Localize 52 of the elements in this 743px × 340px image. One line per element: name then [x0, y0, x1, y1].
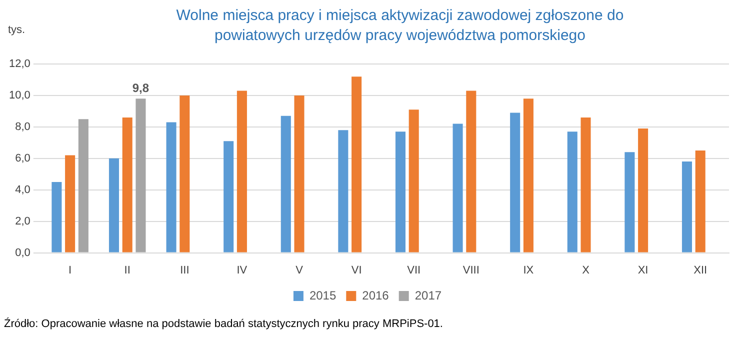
y-axis-title: tys.	[8, 24, 26, 36]
y-tick-label: 2,0	[15, 215, 30, 228]
bar	[224, 141, 234, 252]
bar	[352, 76, 362, 252]
y-tick-label: 12,0	[8, 58, 30, 70]
x-tick-label: II	[124, 264, 130, 276]
x-tick-label: III	[180, 264, 190, 276]
bar	[624, 152, 635, 252]
legend-label: 2017	[414, 288, 442, 302]
bar	[122, 117, 132, 252]
bar	[523, 98, 534, 252]
y-tick-label: 4,0	[15, 184, 30, 196]
bar	[452, 124, 463, 252]
bar	[695, 150, 706, 252]
x-tick-label: XII	[694, 264, 708, 276]
bar	[108, 158, 119, 252]
text: Źródło: Opracowanie własne na podstawie badań statystycznych rynku pracy MRPiPS-01.	[4, 318, 443, 330]
y-tick-label: 6,0	[15, 152, 30, 164]
x-tick-label: VII	[407, 264, 421, 276]
x-tick-label: VI	[351, 264, 362, 276]
bar	[638, 128, 648, 252]
x-tick-label: VIII	[462, 264, 480, 276]
legend-label: 2015	[309, 288, 336, 302]
y-tick-label: 0,0	[15, 246, 30, 259]
bar	[136, 98, 146, 252]
bar	[294, 95, 304, 252]
bar	[682, 162, 692, 252]
x-tick-label: I	[68, 264, 72, 276]
bar	[65, 155, 76, 252]
x-tick-label: X	[582, 264, 590, 276]
legend-label: 2016	[362, 288, 390, 302]
bar	[580, 117, 591, 252]
y-tick-label: 10,0	[8, 90, 30, 102]
x-tick-label: XI	[638, 264, 648, 276]
bar	[395, 132, 406, 252]
bar	[466, 90, 476, 252]
chart-title: Wolne miejsca pracy i miejsca aktywizacji zawodowej zgłoszone do powiatowych urzędów pracy województwa pomorskiego	[175, 6, 625, 46]
bar	[180, 95, 190, 252]
y-tick-label: 8,0	[15, 120, 30, 133]
x-tick-label: IX	[523, 264, 534, 276]
bar	[166, 122, 176, 252]
x-tick-label: IV	[236, 264, 248, 276]
bar	[280, 116, 291, 252]
bar	[52, 182, 62, 252]
x-tick-label: V	[296, 264, 304, 276]
data-label: 9,8	[132, 80, 150, 95]
bar	[408, 110, 419, 252]
bar	[338, 130, 348, 252]
bar	[78, 119, 88, 252]
bar	[236, 90, 247, 252]
bar	[510, 112, 520, 252]
bar	[567, 132, 578, 252]
